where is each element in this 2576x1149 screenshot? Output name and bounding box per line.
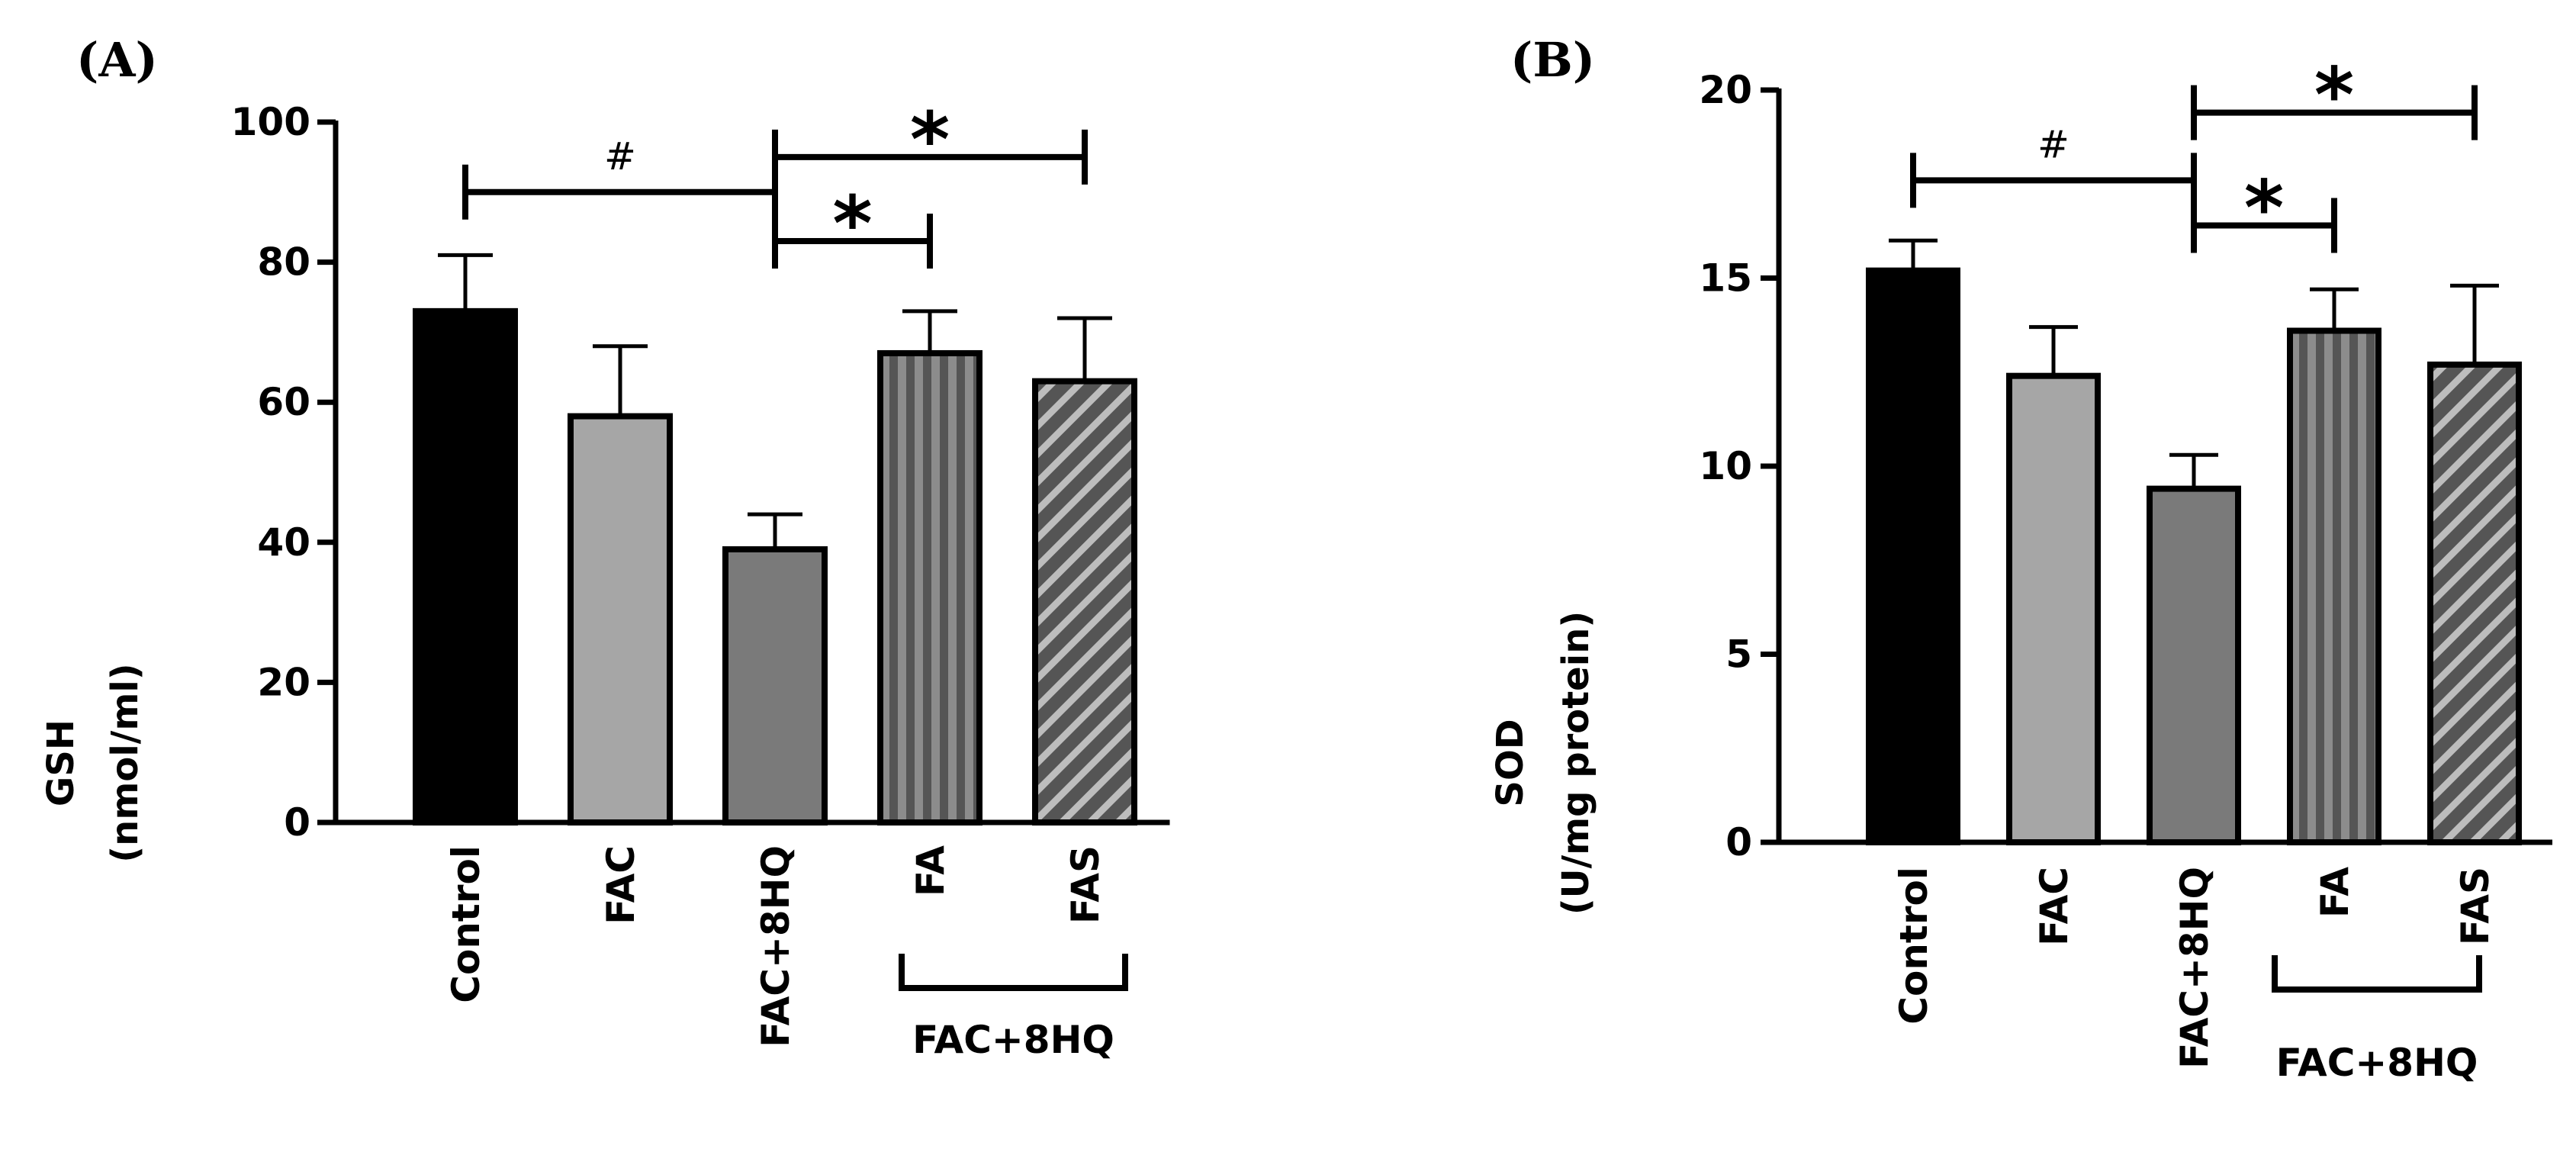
y-axis-title-line1: GSH [40, 719, 82, 806]
bar-fa [2287, 327, 2381, 845]
y-tick-label: 80 [257, 240, 310, 285]
category-label: FAS [1063, 845, 1108, 924]
category-label: Control [444, 845, 488, 1003]
panel-gsh: (A) GSH (nmol/ml) 0 20 40 60 80 100 Control FAC… [40, 32, 1170, 1062]
category-label: FA [2313, 867, 2357, 918]
y-axis-title-line2: (nmol/ml) [104, 663, 146, 863]
group-bracket-label: FAC+8HQ [912, 1018, 1114, 1062]
panel-label-b: (B) [1510, 32, 1595, 88]
category-label: FAC [2032, 867, 2076, 946]
bar-fac [2006, 372, 2101, 845]
y-tick-label: 0 [284, 800, 310, 845]
y-tick-label: 0 [1725, 820, 1752, 864]
panel-a-marks: 0 20 40 60 80 100 Control FAC FAC+8HQ FA FAS FAC+8H… [231, 95, 1170, 1062]
category-label: FAC [599, 845, 643, 925]
y-tick-label: 40 [257, 520, 310, 565]
y-axis-title-line2: (U/mg protein) [1555, 611, 1597, 916]
significance-hash: # [604, 134, 636, 179]
panel-b-marks: 0 5 10 15 20 Control FAC FAC+8HQ FA FAS FAC+8HQ # * * [1699, 51, 2552, 1085]
significance-star: * [910, 95, 950, 185]
panel-label-a: (A) [76, 32, 158, 88]
y-tick-label: 5 [1725, 632, 1752, 677]
y-axis-title-line1: SOD [1489, 719, 1532, 806]
y-tick-label: 20 [1699, 68, 1752, 112]
bar-fac-8hq [722, 546, 828, 826]
category-label: FAS [2453, 867, 2497, 945]
y-tick-label: 100 [231, 100, 310, 144]
y-tick-label: 20 [257, 660, 310, 704]
category-label: FAC+8HQ [754, 845, 798, 1048]
bar-control [413, 307, 518, 826]
bar-fas [2427, 361, 2522, 845]
bar-fa [877, 349, 982, 826]
significance-star: * [2314, 51, 2354, 140]
category-label: FAC+8HQ [2172, 867, 2217, 1069]
bar-control [1866, 267, 1960, 845]
significance-star: * [2244, 163, 2284, 253]
y-tick-label: 15 [1699, 256, 1752, 301]
bar-fac-8hq [2147, 485, 2241, 846]
group-bracket-label: FAC+8HQ [2276, 1041, 2478, 1085]
category-label: FA [909, 845, 953, 896]
significance-hash: # [2037, 122, 2069, 166]
significance-star: * [832, 179, 872, 269]
y-tick-label: 60 [257, 380, 310, 424]
y-tick-label: 10 [1699, 444, 1752, 488]
category-label: Control [1892, 867, 1936, 1025]
group-bracket [899, 954, 1128, 991]
group-bracket [2272, 955, 2482, 993]
panel-sod: (B) SOD (U/mg protein) 0 5 10 15 20 Control FA… [1489, 32, 2552, 1085]
bar-fas [1032, 378, 1137, 826]
bar-fac [568, 413, 673, 826]
